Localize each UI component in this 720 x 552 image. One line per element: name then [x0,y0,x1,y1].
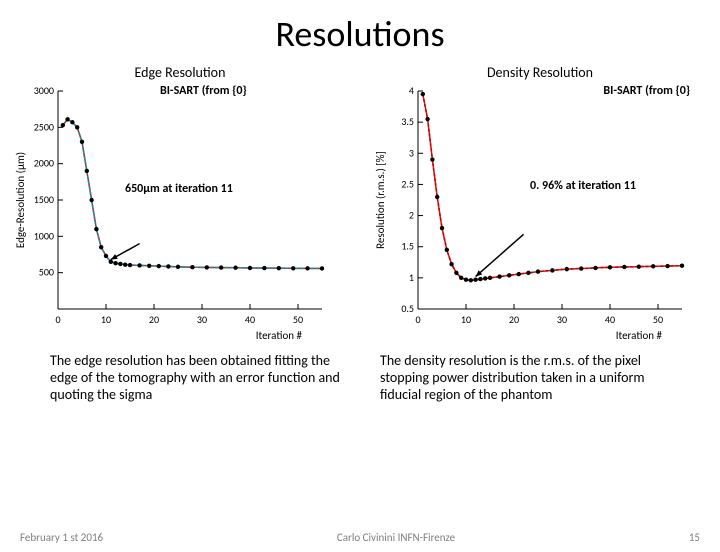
svg-text:50: 50 [653,313,663,326]
left-chart-title: Edge Resolution [10,64,350,81]
left-chart-svg: 500 1000 1500 2000 2500 3000 0 10 20 30 40 50 Edge-R… [10,83,330,343]
svg-text:1.5: 1.5 [401,240,414,253]
left-annot-top: BI-SART (from {0} [160,84,247,98]
svg-text:10: 10 [101,313,111,326]
descriptions-row: The edge resolution has been obtained fi… [0,353,720,403]
svg-text:4: 4 [409,84,414,97]
footer: February 1 st 2016 Carlo Civinini INFN-F… [0,531,720,544]
right-annot-top: BI-SART (from {0} [603,84,690,98]
svg-text:1000: 1000 [34,229,54,242]
svg-text:1: 1 [409,271,414,284]
right-chart-panel: Density Resolution 0.511.522.533.5401020… [370,64,710,343]
right-annot-mid: 0. 96% at iteration 11 [530,179,636,193]
svg-text:Iteration #: Iteration # [616,329,663,342]
svg-text:40: 40 [605,313,615,326]
svg-text:50: 50 [293,313,303,326]
charts-row: Edge Resolution 500100015002000250030000… [0,64,720,343]
svg-text:2: 2 [409,209,414,222]
svg-text:2000: 2000 [34,157,54,170]
svg-text:3: 3 [409,146,414,159]
footer-date: February 1 st 2016 [20,531,103,544]
svg-text:3.5: 3.5 [401,115,414,128]
svg-text:2500: 2500 [34,120,54,133]
svg-text:30: 30 [197,313,207,326]
right-chart-title: Density Resolution [370,64,710,81]
footer-page-number: 15 [689,531,700,544]
right-chart-svg: 0.511.522.533.5401020304050Resolution (r… [370,83,690,343]
left-chart-panel: Edge Resolution 500 1000 1500 2000 2500 3000 0… [10,64,350,343]
svg-text:20: 20 [149,313,159,326]
svg-text:30: 30 [557,313,567,326]
svg-text:1500: 1500 [34,193,54,206]
left-description: The edge resolution has been obtained fi… [50,353,340,403]
right-description: The density resolution is the r.m.s. of … [380,353,670,403]
svg-text:500: 500 [39,266,54,279]
svg-text:40: 40 [245,313,255,326]
svg-text:Resolution (r.m.s.) [%]: Resolution (r.m.s.) [%] [374,151,387,249]
svg-text:0: 0 [415,313,420,326]
svg-text:2.5: 2.5 [401,177,414,190]
left-annot-mid: 650μm at iteration 11 [125,182,233,196]
svg-text:3000: 3000 [34,84,54,97]
svg-text:20: 20 [509,313,519,326]
svg-text:Iteration #: Iteration # [256,329,303,342]
svg-text:0.5: 0.5 [401,302,414,315]
slide-title: Resolutions [0,12,720,56]
footer-author: Carlo Civinini INFN-Firenze [337,531,455,544]
svg-text:10: 10 [461,313,471,326]
svg-text:0: 0 [55,313,60,326]
svg-text:Edge-Resolution (μm): Edge-Resolution (μm) [14,152,27,248]
